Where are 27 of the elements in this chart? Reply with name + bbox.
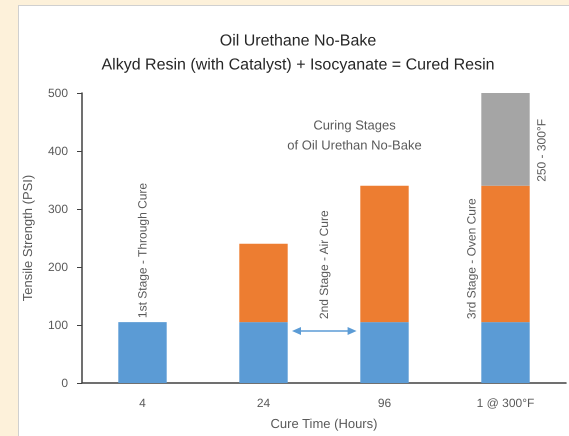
bar xyxy=(239,322,288,383)
annotation: 3rd Stage - Oven Cure xyxy=(464,198,478,320)
y-axis-title: Tensile Strength (PSI) xyxy=(20,174,35,302)
x-tick-label: 4 xyxy=(139,396,146,410)
y-tick-label: 200 xyxy=(48,260,68,274)
chart-subtitle: Alkyd Resin (with Catalyst) + Isocyanate = Cured Resin xyxy=(101,56,495,74)
x-tick-label: 24 xyxy=(256,396,270,410)
bar xyxy=(118,322,167,383)
x-tick-label: 1 @ 300°F xyxy=(476,396,534,410)
chart-title: Oil Urethane No-Bake xyxy=(220,32,376,50)
y-tick-label: 100 xyxy=(48,318,68,332)
bar xyxy=(239,244,288,322)
bar xyxy=(481,322,530,383)
bar xyxy=(360,186,409,322)
y-tick-label: 300 xyxy=(48,202,68,216)
annotation: 2nd Stage - Air Cure xyxy=(317,210,331,320)
y-tick-label: 400 xyxy=(48,144,68,158)
x-tick-label: 96 xyxy=(378,396,392,410)
bar xyxy=(481,93,530,186)
annotation: Curing Stages of Oil Urethan No-Bake xyxy=(287,118,422,152)
annotation: 250 - 300°F xyxy=(534,118,549,182)
bar xyxy=(481,186,530,322)
bar xyxy=(360,322,409,383)
y-tick-label: 0 xyxy=(61,376,68,390)
x-axis-title: Cure Time (Hours) xyxy=(270,416,378,431)
annotation: 1st Stage - Through Cure xyxy=(136,182,150,318)
y-tick-label: 500 xyxy=(48,86,68,100)
